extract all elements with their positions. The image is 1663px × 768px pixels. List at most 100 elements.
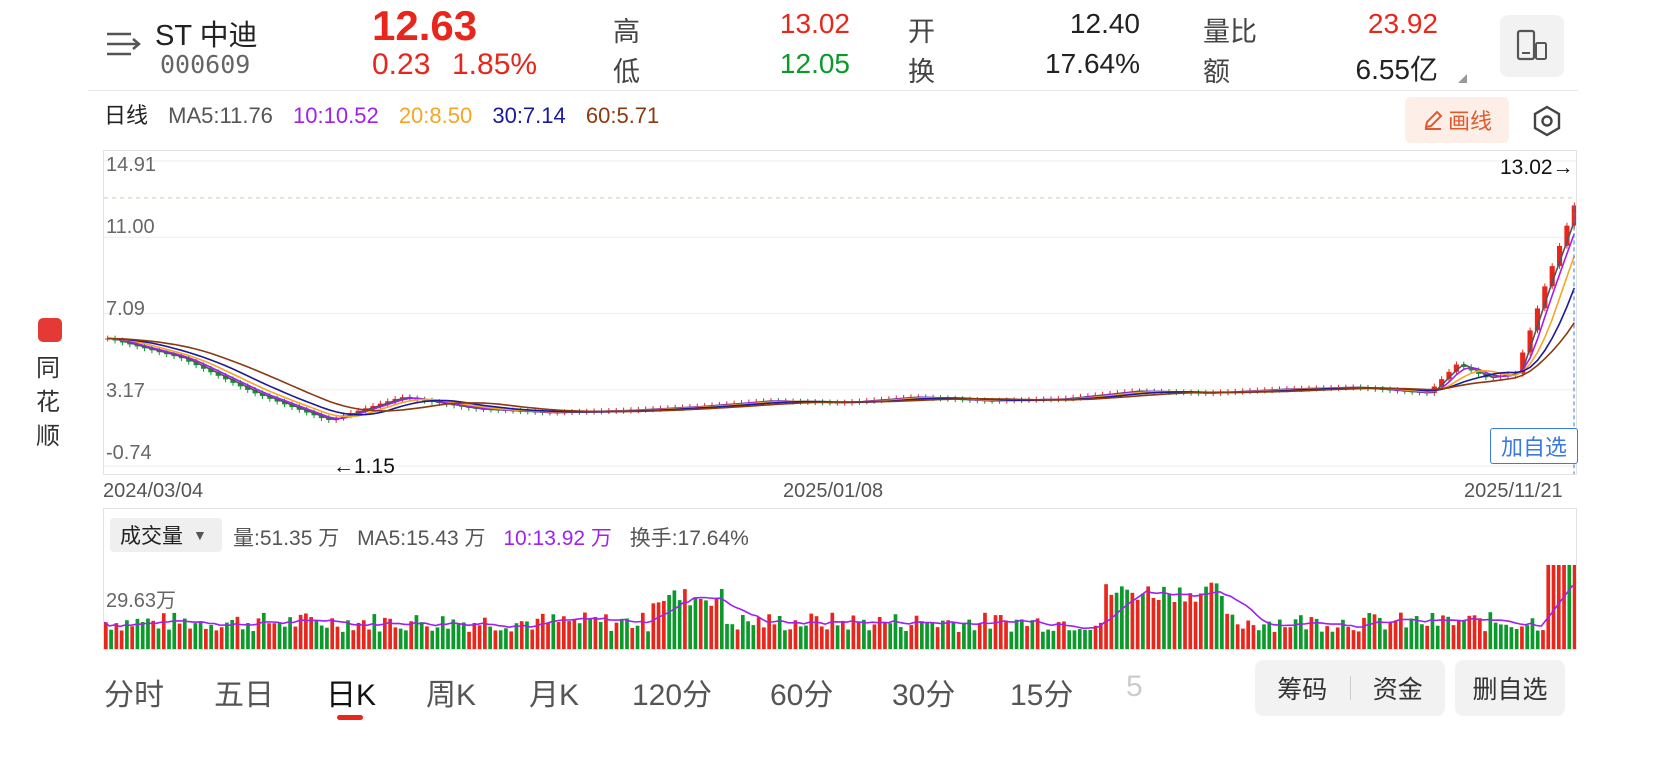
- volume-bar-277: [1562, 565, 1566, 649]
- ma5-value: MA5:11.76: [168, 103, 273, 128]
- candle-body-21: [259, 393, 266, 397]
- volume-bar-32: [272, 623, 277, 649]
- tab-five-day[interactable]: 五日: [214, 679, 274, 712]
- remove-favorite-button[interactable]: 删自选: [1455, 660, 1565, 716]
- volume-bar-158: [935, 627, 940, 649]
- volume-bar-148: [883, 623, 887, 649]
- volume-bar-234: [1335, 627, 1340, 649]
- volume-chart[interactable]: [103, 558, 1577, 650]
- volume-bar-41: [319, 625, 324, 649]
- volume-bar-128: [777, 615, 782, 649]
- volume-bar-48: [356, 622, 361, 649]
- volume-bar-149: [888, 623, 893, 649]
- price-change: 0.23: [372, 48, 431, 81]
- volume-bar-246: [1399, 612, 1403, 649]
- ma20-value: 20:8.50: [398, 103, 473, 128]
- settings-hexagon-icon[interactable]: [1530, 104, 1564, 138]
- stat-value-open: 12.40: [1069, 8, 1140, 39]
- volume-bar-126: [767, 614, 771, 649]
- volume-bar-2: [114, 623, 119, 649]
- volume-bar-92: [588, 618, 592, 649]
- volume-bar-133: [804, 625, 808, 649]
- volume-bar-157: [930, 622, 935, 649]
- volume-indicator-select[interactable]: 成交量 ▼: [110, 518, 222, 552]
- tab-60min[interactable]: 60分: [770, 679, 834, 712]
- volume-bar-81: [530, 629, 535, 649]
- tab-monthly-k[interactable]: 月K: [529, 679, 580, 712]
- ma10-value: 10:10.52: [293, 103, 379, 128]
- volume-bar-174: [1019, 619, 1024, 649]
- volume-bar-171: [1004, 620, 1008, 649]
- volume-select-label: 成交量: [120, 525, 183, 548]
- volume-bar-210: [1209, 582, 1214, 649]
- volume-bar-189: [1098, 622, 1103, 649]
- volume-bar-232: [1325, 626, 1329, 649]
- volume-bar-96: [609, 630, 614, 649]
- stock-code: 000609: [160, 50, 251, 79]
- kline-svg: [104, 160, 1576, 474]
- volume-bar-257: [1456, 620, 1461, 649]
- volume-bar-229: [1309, 617, 1314, 649]
- volume-bar-97: [614, 622, 619, 649]
- volume-bar-166: [977, 623, 982, 649]
- draw-line-button[interactable]: 画线: [1405, 97, 1509, 143]
- volume-bar-216: [1241, 628, 1245, 649]
- tab-intraday[interactable]: 分时: [104, 679, 164, 712]
- volume-bar-112: [693, 597, 698, 649]
- add-favorite-button[interactable]: 加自选: [1490, 428, 1578, 464]
- volume-bar-61: [425, 626, 429, 649]
- expand-corner-icon[interactable]: [1458, 74, 1467, 83]
- volume-bar-235: [1341, 619, 1345, 649]
- y-tick-top: 14.91: [106, 154, 157, 176]
- volume-bar-14: [177, 623, 182, 649]
- volume-bar-113: [698, 598, 703, 649]
- volume-bar-217: [1246, 620, 1251, 649]
- chips-button[interactable]: 筹码: [1277, 676, 1328, 704]
- stat-value-turnover: 17.64%: [1045, 48, 1140, 79]
- volume-bar-21: [214, 630, 219, 649]
- volume-bar-36: [293, 626, 298, 649]
- volume-bar-72: [483, 617, 487, 649]
- candle-body-13: [200, 365, 207, 369]
- volume-bar-176: [1030, 620, 1035, 649]
- stock-name[interactable]: ST 中迪: [155, 20, 258, 52]
- volume-bar-17: [193, 623, 198, 649]
- x-label-end: 2025/11/21: [1464, 480, 1563, 502]
- volume-bar-15: [182, 618, 187, 649]
- volume-bar-101: [635, 625, 640, 649]
- funds-button[interactable]: 资金: [1372, 676, 1423, 704]
- volume-bar-168: [988, 628, 993, 649]
- volume-bar-7: [140, 622, 145, 649]
- volume-bar-170: [998, 615, 1003, 649]
- tab-weekly-k[interactable]: 周K: [426, 679, 477, 712]
- candle-body-184: [1461, 364, 1467, 368]
- volume-bar-88: [567, 621, 571, 649]
- volume-bar-137: [825, 629, 829, 649]
- volume-bar-191: [1109, 594, 1114, 649]
- volume-bar-90: [577, 623, 582, 649]
- volume-bar-223: [1277, 619, 1282, 649]
- volume-bar-19: [204, 628, 208, 649]
- candle-body-19: [245, 386, 251, 390]
- landscape-toggle-button[interactable]: [1500, 15, 1564, 77]
- candle-body-20: [252, 389, 258, 394]
- volume-bar-160: [946, 620, 950, 649]
- volume-bar-186: [1083, 629, 1087, 649]
- tab-120min[interactable]: 120分: [632, 679, 713, 712]
- candle-body-183: [1453, 364, 1459, 372]
- volume-bar-31: [267, 623, 271, 649]
- tab-30min[interactable]: 30分: [892, 679, 956, 712]
- volume-bar-26: [240, 629, 245, 649]
- volume-bar-175: [1025, 626, 1029, 649]
- volume-bar-261: [1477, 618, 1482, 649]
- volume-bar-268: [1514, 629, 1519, 649]
- kline-chart[interactable]: [103, 150, 1577, 475]
- volume-current: 量:51.35 万: [233, 527, 340, 550]
- tab-15min[interactable]: 15分: [1010, 679, 1074, 712]
- volume-bar-245: [1393, 620, 1398, 649]
- volume-bar-184: [1072, 630, 1077, 649]
- tab-daily-k[interactable]: 日K: [326, 679, 377, 712]
- tab-5min[interactable]: 5: [1126, 670, 1143, 703]
- hamburger-arrow-icon[interactable]: [105, 30, 141, 58]
- volume-bar-239: [1362, 617, 1366, 649]
